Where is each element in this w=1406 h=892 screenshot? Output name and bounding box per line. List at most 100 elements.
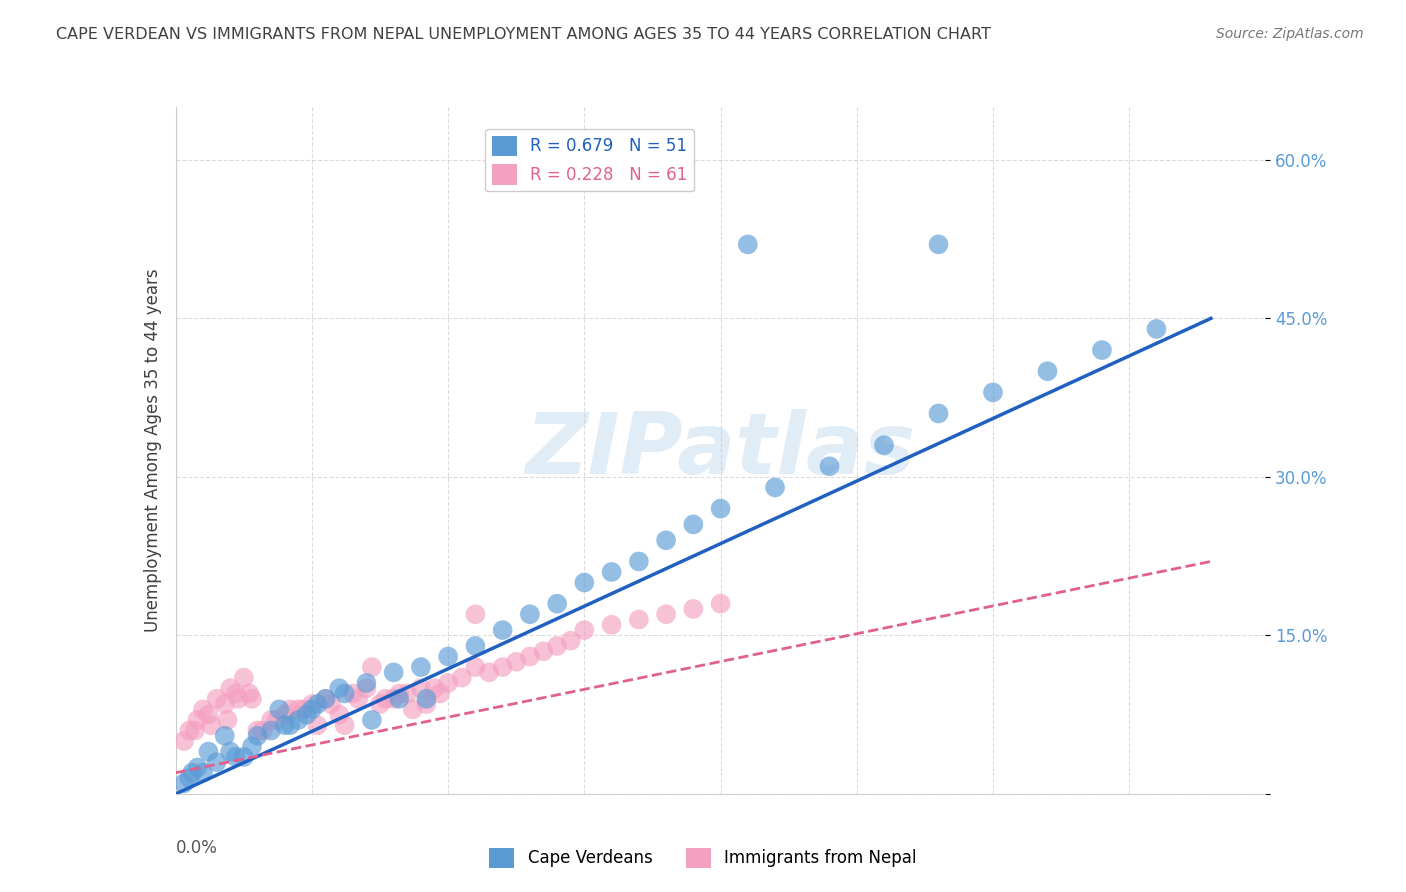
- Point: [818, 459, 841, 474]
- Point: [301, 697, 323, 711]
- Point: [928, 237, 950, 252]
- Point: [307, 697, 329, 711]
- Point: [219, 681, 242, 696]
- Point: [274, 718, 297, 732]
- Point: [295, 707, 318, 722]
- Point: [382, 691, 405, 706]
- Point: [710, 501, 733, 516]
- Point: [409, 681, 432, 696]
- Point: [342, 686, 364, 700]
- Point: [179, 771, 201, 785]
- Point: [710, 597, 733, 611]
- Point: [219, 745, 242, 759]
- Point: [173, 776, 195, 790]
- Point: [873, 438, 896, 452]
- Point: [191, 765, 214, 780]
- Point: [546, 597, 568, 611]
- Point: [928, 407, 950, 421]
- Point: [437, 676, 460, 690]
- Point: [464, 607, 486, 622]
- Text: CAPE VERDEAN VS IMMIGRANTS FROM NEPAL UNEMPLOYMENT AMONG AGES 35 TO 44 YEARS COR: CAPE VERDEAN VS IMMIGRANTS FROM NEPAL UN…: [56, 27, 991, 42]
- Point: [464, 639, 486, 653]
- Point: [415, 691, 437, 706]
- Point: [292, 702, 315, 716]
- Point: [181, 765, 204, 780]
- Point: [333, 686, 356, 700]
- Point: [333, 718, 356, 732]
- Point: [360, 713, 382, 727]
- Point: [186, 713, 209, 727]
- Point: [763, 480, 786, 494]
- Point: [450, 671, 472, 685]
- Point: [179, 723, 201, 738]
- Point: [225, 750, 247, 764]
- Legend: Cape Verdeans, Immigrants from Nepal: Cape Verdeans, Immigrants from Nepal: [482, 841, 924, 875]
- Point: [402, 702, 425, 716]
- Point: [225, 686, 247, 700]
- Text: ZIPatlas: ZIPatlas: [526, 409, 915, 492]
- Point: [560, 633, 582, 648]
- Legend: R = 0.679   N = 51, R = 0.228   N = 61: R = 0.679 N = 51, R = 0.228 N = 61: [485, 129, 695, 192]
- Point: [429, 686, 451, 700]
- Point: [214, 729, 236, 743]
- Point: [287, 702, 309, 716]
- Point: [360, 660, 382, 674]
- Point: [307, 718, 329, 732]
- Point: [737, 237, 759, 252]
- Point: [409, 660, 432, 674]
- Point: [287, 713, 309, 727]
- Point: [505, 655, 527, 669]
- Point: [492, 660, 515, 674]
- Point: [269, 702, 291, 716]
- Point: [197, 745, 219, 759]
- Point: [423, 681, 446, 696]
- Point: [655, 533, 678, 548]
- Point: [197, 707, 219, 722]
- Point: [1091, 343, 1114, 357]
- Point: [240, 739, 263, 754]
- Point: [464, 660, 486, 674]
- Point: [328, 681, 350, 696]
- Point: [173, 734, 195, 748]
- Point: [246, 723, 269, 738]
- Point: [240, 691, 263, 706]
- Y-axis label: Unemployment Among Ages 35 to 44 years: Unemployment Among Ages 35 to 44 years: [143, 268, 162, 632]
- Point: [627, 554, 650, 568]
- Point: [315, 691, 337, 706]
- Point: [388, 691, 411, 706]
- Point: [600, 565, 623, 579]
- Point: [232, 671, 254, 685]
- Point: [266, 713, 288, 727]
- Point: [260, 713, 283, 727]
- Text: 0.0%: 0.0%: [176, 838, 218, 856]
- Point: [252, 723, 274, 738]
- Point: [437, 649, 460, 664]
- Point: [260, 723, 283, 738]
- Point: [278, 718, 301, 732]
- Point: [356, 676, 378, 690]
- Point: [184, 723, 207, 738]
- Point: [368, 697, 391, 711]
- Point: [574, 623, 596, 637]
- Point: [627, 613, 650, 627]
- Point: [228, 691, 250, 706]
- Point: [396, 686, 419, 700]
- Point: [186, 760, 209, 774]
- Text: Source: ZipAtlas.com: Source: ZipAtlas.com: [1216, 27, 1364, 41]
- Point: [388, 686, 411, 700]
- Point: [347, 691, 370, 706]
- Point: [415, 697, 437, 711]
- Point: [205, 755, 228, 769]
- Point: [600, 617, 623, 632]
- Point: [356, 681, 378, 696]
- Point: [319, 697, 342, 711]
- Point: [682, 602, 704, 616]
- Point: [238, 686, 260, 700]
- Point: [246, 729, 269, 743]
- Point: [533, 644, 555, 658]
- Point: [205, 691, 228, 706]
- Point: [278, 702, 301, 716]
- Point: [217, 713, 239, 727]
- Point: [328, 707, 350, 722]
- Point: [374, 691, 396, 706]
